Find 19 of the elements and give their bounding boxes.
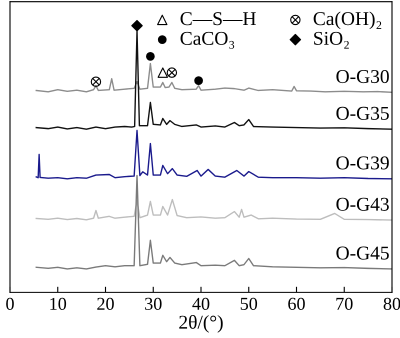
x-tick-label: 0 (6, 298, 14, 310)
series-label: O-G43 (336, 198, 389, 211)
legend-label: C—S—H (180, 12, 256, 26)
series-label: O-G30 (336, 70, 389, 84)
legend-label: CaCO₃ (180, 32, 234, 49)
x-tick-label: 10 (50, 298, 66, 310)
x-tick-label: 80 (384, 298, 400, 310)
series-label: O-G35 (336, 106, 389, 120)
series-label: O-G45 (336, 246, 389, 260)
x-tick-label: 40 (192, 298, 210, 310)
legend-label: Ca(OH)₂ (314, 12, 382, 30)
x-tick-label: 20 (97, 298, 114, 310)
legend-label: SiO₂ (314, 32, 349, 49)
x-tick-label: 30 (145, 298, 162, 310)
x-tick-label: 70 (336, 298, 353, 310)
x-axis-title: 2θ/(°) (179, 314, 223, 333)
x-tick-label: 50 (240, 298, 258, 310)
x-tick-label: 60 (288, 298, 305, 310)
series-label: O-G39 (336, 156, 389, 170)
